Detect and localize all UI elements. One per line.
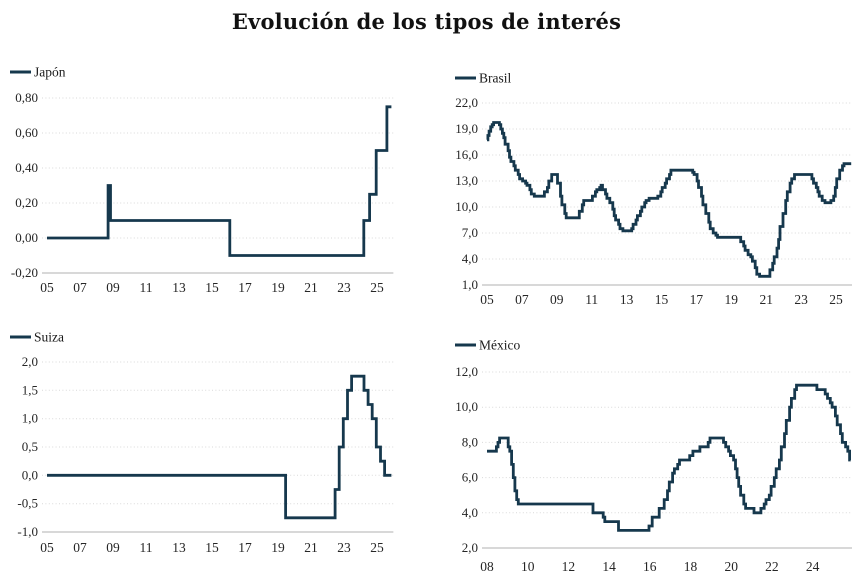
y-tick-label: 8,0 xyxy=(462,434,478,449)
y-tick-label: 0,20 xyxy=(15,195,38,210)
chart-suiza-svg: 2,0 1,5 1,0 0,5 0,0 -0,5 -1,005 07 09 11 13 15 17 19 2… xyxy=(10,330,394,555)
x-tick-label: 25 xyxy=(829,292,843,307)
y-tick-label: 10,0 xyxy=(455,199,478,214)
chart-mexico: 12,0 10,0 8,0 6,0 4,0 2,0 08 10 12 14 16 18 20 22 24 Mé… xyxy=(427,335,853,586)
x-tick-label: 16 xyxy=(643,559,657,574)
brasil-series-line xyxy=(486,121,852,278)
suiza-legend: Suiza xyxy=(10,330,64,345)
y-tick-label: 2,0 xyxy=(462,540,478,555)
x-tick-label: 23 xyxy=(337,540,351,555)
x-tick-label: 05 xyxy=(40,280,54,295)
x-tick-label: 09 xyxy=(106,540,120,555)
y-tick-label: 0,0 xyxy=(22,467,38,482)
x-tick-label: 09 xyxy=(550,292,564,307)
y-tick-label: -1,0 xyxy=(17,524,38,539)
x-tick-label: 17 xyxy=(238,280,252,295)
y-tick-label: 1,0 xyxy=(22,411,38,426)
y-tick-label: 4,0 xyxy=(462,251,478,266)
x-tick-label: 13 xyxy=(172,540,186,555)
x-tick-label: 19 xyxy=(271,280,285,295)
chart-brasil-svg: 22,0 19,0 16,0 13,0 10,0 7,0 4,0 1,005 07 09 11 13 1… xyxy=(455,71,852,307)
x-tick-label: 19 xyxy=(725,292,739,307)
brasil-legend: Brasil xyxy=(455,71,511,86)
x-tick-label: 23 xyxy=(337,280,351,295)
x-tick-label: 08 xyxy=(480,559,494,574)
y-tick-label: 0,40 xyxy=(15,160,38,175)
y-tick-label: 22,0 xyxy=(455,95,478,110)
y-tick-label: 1,5 xyxy=(22,382,38,397)
x-tick-label: 25 xyxy=(370,540,384,555)
x-tick-label: 19 xyxy=(271,540,285,555)
x-tick-label: 10 xyxy=(521,559,535,574)
japon-legend-label: Japón xyxy=(34,65,66,80)
brasil-legend-label: Brasil xyxy=(479,71,511,86)
x-tick-label: 12 xyxy=(562,559,576,574)
y-tick-label: 7,0 xyxy=(462,225,478,240)
y-tick-label: -0,5 xyxy=(17,496,38,511)
y-tick-label: 0,00 xyxy=(15,230,38,245)
x-tick-label: 13 xyxy=(620,292,634,307)
y-tick-label: 10,0 xyxy=(455,399,478,414)
y-tick-label: 0,5 xyxy=(22,439,38,454)
y-tick-label: 4,0 xyxy=(462,505,478,520)
x-tick-label: 22 xyxy=(765,559,779,574)
japon-legend: Japón xyxy=(10,65,66,80)
y-tick-label: -0,20 xyxy=(11,265,38,280)
x-tick-label: 14 xyxy=(602,559,616,574)
y-tick-label: 1,0 xyxy=(462,277,478,292)
x-tick-label: 07 xyxy=(73,540,87,555)
x-tick-label: 18 xyxy=(684,559,698,574)
y-tick-label: 19,0 xyxy=(455,121,478,136)
x-tick-label: 11 xyxy=(140,280,153,295)
mexico-series-line xyxy=(487,383,851,532)
x-tick-label: 25 xyxy=(370,280,384,295)
x-tick-label: 07 xyxy=(515,292,529,307)
suiza-series-line xyxy=(47,374,392,520)
x-tick-label: 17 xyxy=(238,540,252,555)
x-tick-label: 23 xyxy=(794,292,808,307)
x-tick-label: 21 xyxy=(304,280,318,295)
chart-japon: 0,80 0,60 0,40 0,20 0,00 -0,20 05 07 09 11 13 15 17 1… xyxy=(0,60,426,306)
y-tick-label: 2,0 xyxy=(22,354,38,369)
x-tick-label: 17 xyxy=(690,292,704,307)
x-tick-label: 11 xyxy=(140,540,153,555)
y-tick-label: 0,80 xyxy=(15,90,38,105)
x-tick-label: 21 xyxy=(759,292,773,307)
chart-suiza: 2,0 1,5 1,0 0,5 0,0 -0,5 -1,0 05 07 09 11 13 15 17 19 2… xyxy=(0,328,426,564)
x-tick-label: 15 xyxy=(205,280,219,295)
page-title: Evolución de los tipos de interés xyxy=(231,9,622,34)
x-tick-label: 13 xyxy=(172,280,186,295)
y-tick-label: 0,60 xyxy=(15,125,38,140)
x-tick-label: 15 xyxy=(205,540,219,555)
x-tick-label: 11 xyxy=(585,292,598,307)
mexico-legend-label: México xyxy=(479,338,520,353)
y-tick-label: 16,0 xyxy=(455,147,478,162)
x-tick-label: 09 xyxy=(106,280,120,295)
mexico-legend: México xyxy=(455,338,520,353)
x-tick-label: 05 xyxy=(40,540,54,555)
chart-brasil: 22,0 19,0 16,0 13,0 10,0 7,0 4,0 1,0 05 07 09 11 13 1… xyxy=(427,60,853,310)
x-tick-label: 21 xyxy=(304,540,318,555)
japon-series-line xyxy=(47,105,392,257)
x-tick-label: 24 xyxy=(806,559,820,574)
x-tick-label: 15 xyxy=(655,292,669,307)
x-tick-label: 05 xyxy=(480,292,494,307)
y-tick-label: 6,0 xyxy=(462,470,478,485)
suiza-legend-label: Suiza xyxy=(34,330,64,345)
y-tick-label: 12,0 xyxy=(455,364,478,379)
y-tick-label: 13,0 xyxy=(455,173,478,188)
x-tick-label: 20 xyxy=(724,559,738,574)
x-tick-label: 07 xyxy=(73,280,87,295)
chart-mexico-svg: 12,0 10,0 8,0 6,0 4,0 2,008 10 12 14 16 18 20 22 24 Mé… xyxy=(455,338,852,574)
